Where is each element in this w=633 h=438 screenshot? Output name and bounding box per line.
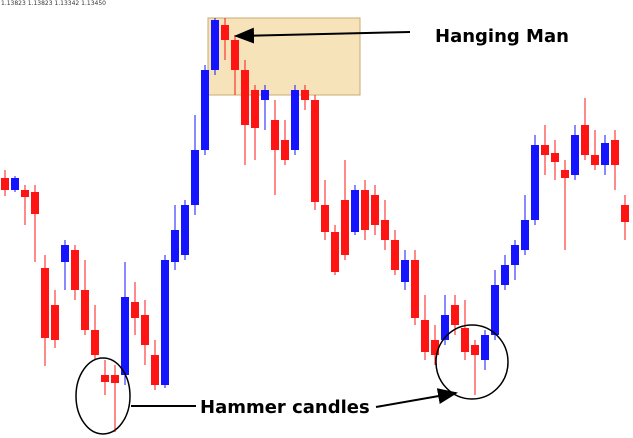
candle-body bbox=[381, 220, 389, 240]
candle-body bbox=[191, 150, 199, 205]
hanging-man-label: Hanging Man bbox=[435, 26, 569, 47]
candle-body bbox=[541, 145, 549, 155]
ohlc-header: 1.13823 1.13823 1.13342 1.13450 bbox=[1, 0, 106, 7]
hanging-man-arrow bbox=[234, 27, 411, 44]
candle-body bbox=[221, 25, 229, 40]
candle-body bbox=[131, 302, 139, 318]
candle-body bbox=[121, 297, 129, 375]
candle-body bbox=[291, 90, 299, 150]
candle-body bbox=[81, 290, 89, 330]
candle-body bbox=[451, 305, 459, 325]
candle-body bbox=[231, 40, 239, 70]
candle-body bbox=[141, 315, 149, 345]
candle-body bbox=[1, 178, 9, 190]
highlight-box bbox=[207, 17, 361, 96]
candle-body bbox=[491, 285, 499, 335]
candle-body bbox=[561, 170, 569, 178]
candle-body bbox=[461, 328, 469, 352]
candle-body bbox=[41, 268, 49, 338]
hammer-circle bbox=[435, 324, 509, 400]
candle-body bbox=[531, 145, 539, 220]
candle-body bbox=[111, 375, 119, 383]
candle-body bbox=[241, 70, 249, 125]
candle-body bbox=[431, 340, 439, 355]
candle-body bbox=[101, 375, 109, 382]
hammer-circle bbox=[75, 357, 131, 435]
candle-body bbox=[341, 200, 349, 255]
candle-body bbox=[321, 205, 329, 232]
candle-body bbox=[351, 190, 359, 232]
candle-body bbox=[471, 345, 479, 355]
candle-body bbox=[511, 245, 519, 265]
candle-body bbox=[621, 205, 629, 222]
hammer-label: Hammer candles bbox=[200, 397, 370, 418]
candle-body bbox=[161, 260, 169, 385]
candle-body bbox=[61, 245, 69, 262]
candle-body bbox=[51, 305, 59, 340]
candle-body bbox=[521, 220, 529, 250]
annotations: Hanging Man Hammer candles bbox=[75, 26, 569, 435]
candle-body bbox=[31, 192, 39, 214]
candle-body bbox=[481, 335, 489, 360]
candle-body bbox=[281, 140, 289, 160]
candle-body bbox=[21, 190, 29, 197]
hammer-arrow bbox=[375, 388, 458, 408]
candle-body bbox=[71, 250, 79, 290]
candle-body bbox=[411, 260, 419, 318]
candle-body bbox=[181, 205, 189, 255]
candle-body bbox=[401, 260, 409, 282]
candle-body bbox=[361, 190, 369, 230]
candles bbox=[1, 18, 629, 432]
candle-body bbox=[151, 355, 159, 385]
candle-body bbox=[441, 315, 449, 340]
candle-body bbox=[201, 70, 209, 150]
candle-body bbox=[591, 155, 599, 165]
candle-body bbox=[301, 90, 309, 100]
candle-body bbox=[11, 178, 19, 190]
candle-body bbox=[581, 125, 589, 155]
candle-body bbox=[251, 90, 259, 128]
candle-body bbox=[601, 143, 609, 165]
candle-body bbox=[331, 232, 339, 272]
candle-body bbox=[391, 240, 399, 270]
candle-body bbox=[421, 320, 429, 352]
candle-body bbox=[571, 135, 579, 175]
candle-body bbox=[501, 265, 509, 285]
candle-body bbox=[271, 120, 279, 150]
candle-body bbox=[261, 90, 269, 100]
candle-body bbox=[371, 195, 379, 225]
candle-body bbox=[171, 230, 179, 262]
candle-body bbox=[611, 140, 619, 165]
candle-body bbox=[91, 330, 99, 355]
candle-body bbox=[211, 20, 219, 70]
candle-body bbox=[311, 100, 319, 202]
candle-body bbox=[551, 153, 559, 162]
